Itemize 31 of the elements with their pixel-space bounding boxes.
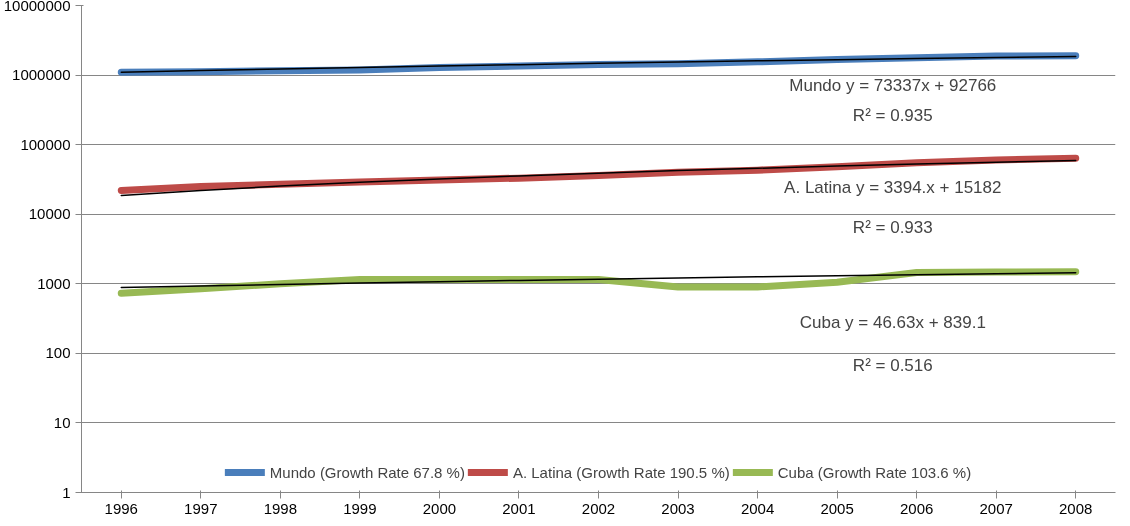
y-tick-label: 1 <box>62 483 71 501</box>
x-tick-label: 1998 <box>263 499 298 517</box>
y-tick-label: 10000000 <box>3 0 71 14</box>
y-tick-label: 10 <box>53 413 71 431</box>
annotation: Cuba y = 46.63x + 839.1 <box>799 312 986 332</box>
x-tick-label: 2001 <box>502 499 536 517</box>
x-tick-label: 1997 <box>184 499 218 517</box>
x-tick-label: 2007 <box>979 499 1013 517</box>
line-series <box>120 271 1077 289</box>
legend-label: Mundo (Growth Rate 67.8 %) <box>269 463 465 481</box>
legend-label: A. Latina (Growth Rate 190.5 %) <box>512 463 730 481</box>
y-tick-label: 1000 <box>37 274 71 292</box>
annotation: A. Latina y = 3394.x + 15182 <box>784 178 1002 198</box>
x-tick-label: 2002 <box>581 499 616 517</box>
annotation: R² = 0.516 <box>852 355 933 375</box>
y-tick-label: 1000000 <box>12 66 71 84</box>
legend-label: Cuba (Growth Rate 103.6 %) <box>777 463 972 481</box>
annotation: Mundo y = 73337x + 92766 <box>789 76 997 96</box>
x-tick-label: 1996 <box>104 499 138 517</box>
x-tick-label: 2006 <box>899 499 934 517</box>
x-tick-label: 2005 <box>820 499 854 517</box>
x-tick-label: 2008 <box>1059 499 1093 517</box>
y-tick-label: 100000 <box>20 135 71 153</box>
x-tick-label: 2003 <box>661 499 695 517</box>
y-tick-label: 100 <box>45 344 71 362</box>
annotation: R² = 0.935 <box>852 106 933 126</box>
y-tick-label: 10000 <box>28 205 71 223</box>
x-tick-label: 1999 <box>343 499 377 517</box>
x-tick-label: 2000 <box>422 499 457 517</box>
annotation: R² = 0.933 <box>852 217 933 237</box>
x-tick-label: 2004 <box>740 499 775 517</box>
